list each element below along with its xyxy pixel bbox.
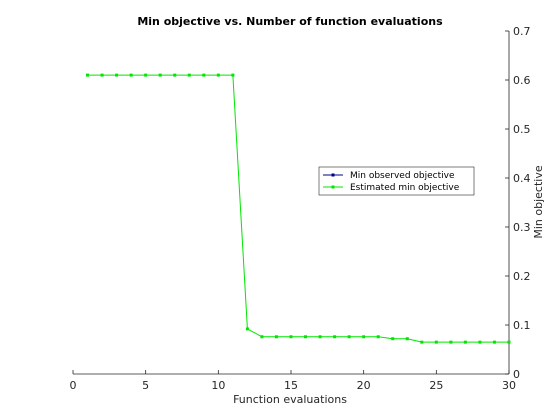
- x-axis-label: Function evaluations: [233, 393, 347, 406]
- legend: Min observed objective Estimated min obje…: [318, 166, 475, 196]
- data-point: [86, 73, 90, 77]
- data-point: [391, 337, 395, 341]
- data-point: [260, 335, 264, 339]
- data-point: [362, 335, 366, 339]
- x-tick-label: 10: [211, 379, 225, 392]
- y-axis-label: Min objective: [532, 165, 545, 238]
- legend-swatch-marker: [331, 173, 335, 177]
- series-line-1: [87, 74, 509, 343]
- legend-entry: Min observed objective: [350, 171, 455, 181]
- y-axis: 0 0.1 0.2 0.3 0.4 0.5 0.6 0.7: [505, 25, 531, 381]
- data-point: [202, 73, 206, 77]
- chart-title: Min objective vs. Number of function eva…: [137, 15, 443, 28]
- data-point: [376, 335, 380, 339]
- data-point: [100, 73, 104, 77]
- data-point: [245, 327, 249, 331]
- legend-box: [318, 166, 475, 196]
- data-point: [158, 73, 162, 77]
- data-point: [333, 335, 337, 339]
- y-tick-label: 0.7: [513, 25, 531, 38]
- data-point: [216, 73, 220, 77]
- x-tick-label: 0: [70, 379, 77, 392]
- data-point: [478, 340, 482, 344]
- data-point: [420, 340, 424, 344]
- data-point: [231, 73, 235, 77]
- y-tick-label: 0.2: [513, 270, 531, 283]
- data-point: [289, 335, 293, 339]
- y-tick-label: 0.4: [513, 172, 531, 185]
- plot-area: [73, 31, 510, 375]
- data-point: [304, 335, 308, 339]
- data-point: [274, 335, 278, 339]
- data-point: [187, 73, 191, 77]
- data-point: [129, 73, 133, 77]
- x-tick-label: 15: [284, 379, 298, 392]
- x-tick-label: 30: [502, 379, 516, 392]
- x-axis: 0 5 10 15 20 25 30: [70, 370, 516, 392]
- y-tick-label: 0.3: [513, 221, 531, 234]
- data-point: [449, 340, 453, 344]
- y-tick-label: 0.1: [513, 319, 531, 332]
- data-point: [173, 73, 177, 77]
- data-point: [144, 73, 148, 77]
- data-point: [434, 340, 438, 344]
- data-point: [492, 340, 496, 344]
- data-point: [347, 335, 351, 339]
- data-point: [318, 335, 322, 339]
- x-tick-label: 5: [142, 379, 149, 392]
- y-tick-label: 0.6: [513, 74, 531, 87]
- series-layer: [86, 73, 511, 344]
- data-point: [507, 340, 511, 344]
- data-point: [115, 73, 119, 77]
- x-tick-label: 20: [357, 379, 371, 392]
- x-tick-label: 25: [429, 379, 443, 392]
- legend-swatch-marker: [331, 185, 335, 189]
- data-point: [405, 337, 409, 341]
- y-tick-label: 0: [513, 368, 520, 381]
- legend-entry: Estimated min objective: [350, 183, 460, 193]
- data-point: [463, 340, 467, 344]
- y-tick-label: 0.5: [513, 123, 531, 136]
